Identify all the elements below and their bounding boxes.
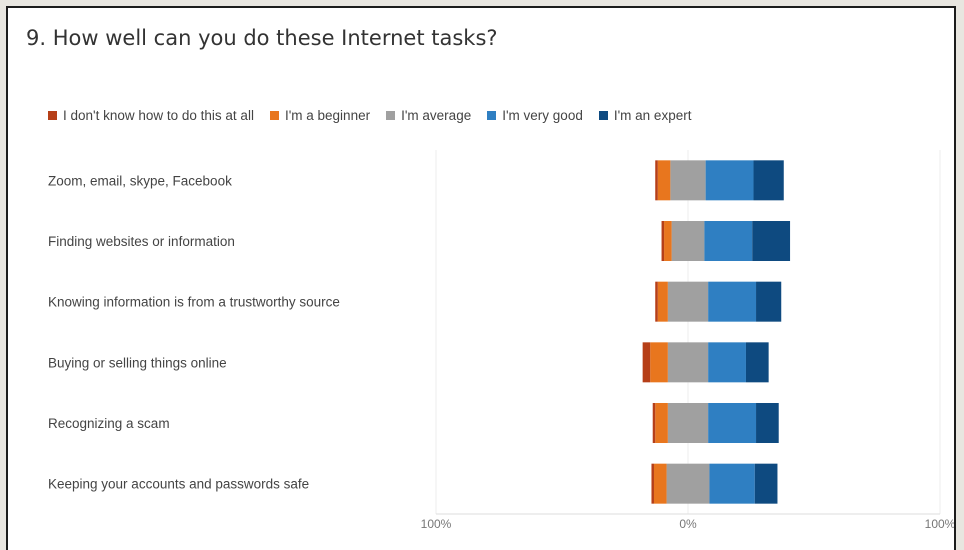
legend-swatch bbox=[48, 111, 57, 120]
bar-segment-beginner bbox=[664, 221, 672, 261]
legend-label: I'm an expert bbox=[613, 108, 692, 123]
bar-segment-average bbox=[667, 342, 709, 383]
legend-item: I'm an expert bbox=[598, 108, 692, 123]
category-label: Buying or selling things online bbox=[48, 355, 227, 370]
question-title: 9. How well can you do these Internet ta… bbox=[26, 26, 498, 50]
category-label: Finding websites or information bbox=[48, 234, 235, 249]
bar-segment-very-good bbox=[708, 281, 757, 322]
bar-segment-average bbox=[670, 160, 706, 201]
bar-segment-average bbox=[666, 463, 710, 504]
legend-swatch bbox=[386, 111, 396, 120]
bar-segment-dont-know bbox=[651, 463, 654, 504]
legend-item: I'm very good bbox=[487, 108, 583, 123]
bar-segment-expert bbox=[756, 403, 779, 443]
bar-segment-beginner bbox=[657, 160, 671, 201]
bar-segment-expert bbox=[752, 221, 791, 261]
question-text: How well can you do these Internet tasks… bbox=[52, 26, 498, 50]
diverging-bar-chart: 100% 0% 100% Zoom, email, skype, Facebook Fi… bbox=[48, 150, 956, 531]
bar-segment-very-good bbox=[708, 342, 746, 383]
bar-segment-average bbox=[667, 281, 709, 322]
category-label: Knowing information is from a trustworth… bbox=[48, 295, 340, 310]
bar-segment-very-good bbox=[709, 463, 755, 504]
bar-segment-dont-know bbox=[642, 342, 651, 383]
bar-segment-expert bbox=[745, 342, 769, 383]
x-tick-label: 100% bbox=[421, 517, 452, 531]
bar-segment-dont-know bbox=[661, 221, 665, 261]
chart-panel: 9. How well can you do these Internet ta… bbox=[6, 6, 956, 550]
bar-segment-very-good bbox=[704, 221, 753, 261]
legend-label: I don't know how to do this at all bbox=[63, 108, 254, 123]
question-number: 9. bbox=[26, 26, 47, 50]
bar-segment-very-good bbox=[705, 160, 754, 201]
legend-swatch bbox=[487, 111, 497, 120]
chart-legend: I don't know how to do this at all I'm a … bbox=[48, 108, 707, 123]
category-label: Recognizing a scam bbox=[48, 416, 170, 431]
bar-segment-expert bbox=[756, 281, 782, 322]
x-tick-label: 0% bbox=[679, 517, 697, 531]
bar-segment-beginner bbox=[655, 403, 668, 443]
legend-item: I'm a beginner bbox=[269, 108, 371, 123]
legend-swatch bbox=[269, 111, 279, 120]
category-label: Zoom, email, skype, Facebook bbox=[48, 173, 232, 188]
bar-segment-dont-know bbox=[655, 281, 658, 322]
legend-label: I'm a beginner bbox=[284, 108, 371, 123]
legend-label: I'm average bbox=[401, 108, 472, 123]
x-tick-label: 100% bbox=[925, 517, 956, 531]
bar-segment-average bbox=[671, 221, 705, 261]
legend-label: I'm very good bbox=[502, 108, 583, 123]
bar-segment-dont-know bbox=[655, 160, 658, 201]
bar-segment-average bbox=[667, 403, 709, 443]
legend-swatch bbox=[598, 111, 608, 120]
bar-segment-dont-know bbox=[652, 403, 656, 443]
bar-segment-expert bbox=[753, 160, 784, 201]
bar-segment-expert bbox=[754, 463, 778, 504]
legend-item: I'm average bbox=[386, 108, 471, 123]
legend-item: I don't know how to do this at all bbox=[48, 108, 254, 123]
bar-segment-beginner bbox=[653, 463, 667, 504]
bar-segment-beginner bbox=[650, 342, 668, 383]
bar-segment-very-good bbox=[708, 403, 757, 443]
bar-segment-beginner bbox=[657, 281, 668, 322]
category-label: Keeping your accounts and passwords safe bbox=[48, 477, 309, 492]
